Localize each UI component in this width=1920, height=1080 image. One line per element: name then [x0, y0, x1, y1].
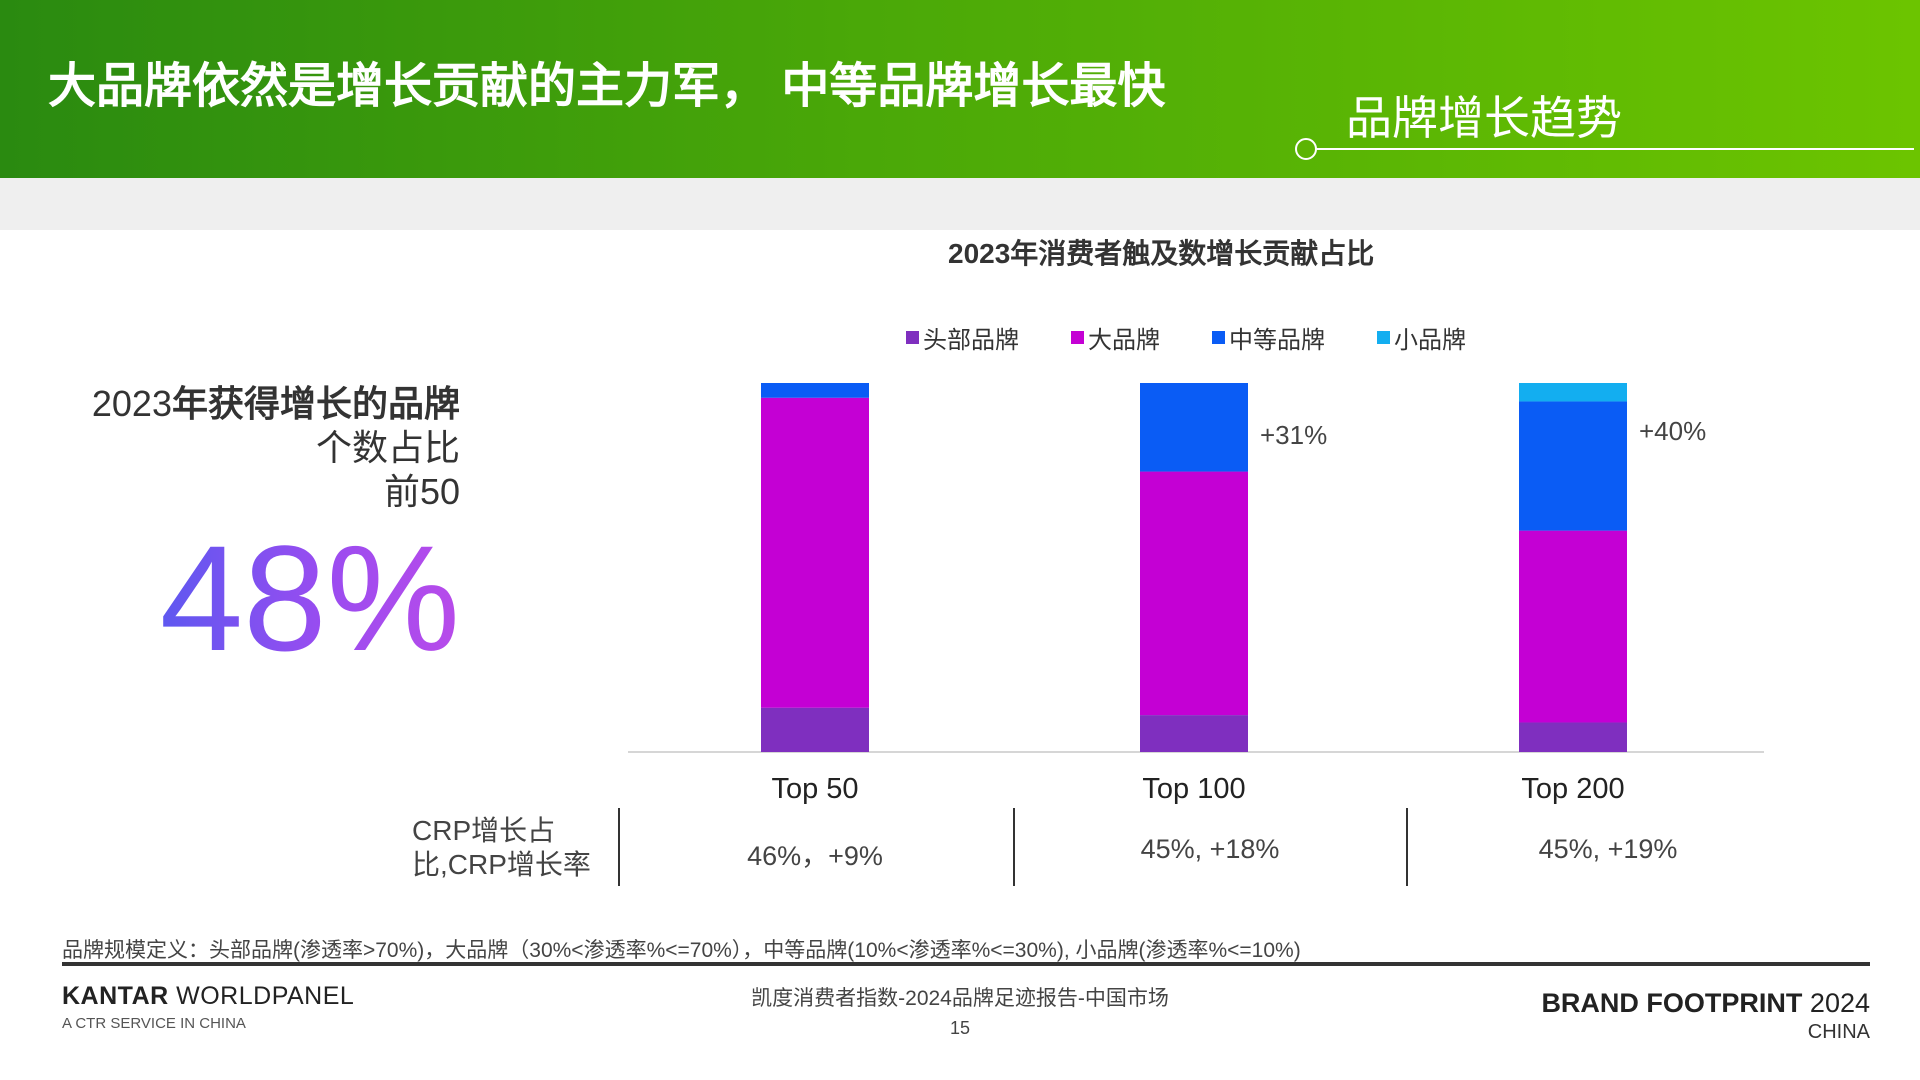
- kantar-logo-bold: KANTAR: [62, 982, 169, 1010]
- annotation-label-1: +31%: [1260, 420, 1327, 450]
- bar-1-series-2: [1140, 383, 1248, 472]
- chart-legend: 头部品牌 大品牌 中等品牌 小品牌: [906, 320, 1466, 355]
- brand-footprint-year: 2024: [1802, 988, 1870, 1018]
- kantar-logo: KANTAR WORLDPANEL A CTR SERVICE IN CHINA: [62, 982, 354, 1032]
- footer-center: 凯度消费者指数-2024品牌足迹报告-中国市场 15: [751, 982, 1169, 1039]
- brand-footprint-bold: BRAND FOOTPRINT: [1541, 988, 1803, 1018]
- category-label-1: Top 100: [1142, 773, 1245, 805]
- bar-0-series-1: [761, 397, 869, 708]
- legend-label-2: 中等品牌: [1229, 327, 1325, 354]
- brand-footprint-sub: CHINA: [1807, 1021, 1870, 1043]
- crp-value-top100: 45%, +18%: [1140, 834, 1280, 864]
- bar-1-series-0: [1140, 715, 1248, 752]
- bar-2-series-0: [1519, 722, 1627, 752]
- bar-2-series-2: [1519, 401, 1627, 531]
- category-label-0: Top 50: [771, 773, 858, 805]
- crp-divider-1: [618, 808, 620, 886]
- crp-label: CRP增长占比,CRP增长率: [412, 815, 591, 880]
- legend-swatch-2: [1212, 331, 1225, 344]
- legend-swatch-0: [906, 331, 919, 344]
- bar-0-series-2: [761, 383, 869, 398]
- legend-label-3: 小品牌: [1394, 327, 1466, 354]
- left-heading-line3: 前50: [383, 471, 460, 512]
- left-heading: 2023年获得增长的品牌 个数占比 前50: [92, 382, 460, 514]
- legend-swatch-1: [1071, 331, 1084, 344]
- report-name: 凯度消费者指数-2024品牌足迹报告-中国市场: [751, 987, 1169, 1010]
- kantar-logo-rest: WORLDPANEL: [168, 982, 355, 1010]
- annotation-label-2: +40%: [1639, 416, 1706, 446]
- bar-2-series-3: [1519, 383, 1627, 402]
- legend-swatch-3: [1377, 331, 1390, 344]
- subheader-band: [0, 178, 1920, 230]
- section-underline: [1306, 148, 1914, 150]
- bar-1-series-1: [1140, 471, 1248, 716]
- header-banner: 大品牌依然是增长贡献的主力军， 中等品牌增长最快 品牌增长趋势: [0, 0, 1920, 178]
- big-percentage: 48%: [159, 514, 460, 682]
- crp-value-top200: 45%, +19%: [1538, 834, 1678, 864]
- left-heading-line2: 个数占比: [315, 427, 460, 468]
- legend-item-1: 大品牌: [1071, 320, 1160, 355]
- page-title: 大品牌依然是增长贡献的主力军， 中等品牌增长最快: [48, 60, 1166, 113]
- footer-rule: [62, 962, 1870, 966]
- left-heading-line1: 2023年获得增长的品牌: [92, 382, 460, 426]
- legend-label-1: 大品牌: [1088, 327, 1160, 354]
- crp-divider-3: [1406, 808, 1408, 886]
- category-label-2: Top 200: [1521, 773, 1624, 805]
- legend-label-0: 头部品牌: [923, 327, 1019, 354]
- crp-divider-2: [1013, 808, 1015, 886]
- legend-item-2: 中等品牌: [1212, 320, 1325, 355]
- brand-footprint-logo: BRAND FOOTPRINT 2024 CHINA: [1541, 988, 1870, 1044]
- bar-2-series-1: [1519, 530, 1627, 723]
- left-heading-year: 2023: [91, 383, 172, 424]
- page-number: 15: [949, 1018, 971, 1038]
- section-label: 品牌增长趋势: [1346, 92, 1622, 144]
- kantar-logo-sub: A CTR SERVICE IN CHINA: [62, 1015, 246, 1032]
- footnote: 品牌规模定义：头部品牌(渗透率>70%)，大品牌（30%<渗透率%<=70%），…: [62, 939, 1301, 962]
- left-heading-bold: 年获得增长的品牌: [171, 383, 460, 424]
- legend-item-3: 小品牌: [1377, 320, 1466, 355]
- chart-title: 2023年消费者触及数增长贡献占比: [948, 238, 1375, 269]
- crp-value-top50: 46%，+9%: [747, 841, 883, 871]
- bar-0-series-0: [761, 707, 869, 752]
- section-dot-icon: [1295, 138, 1317, 160]
- legend-item-0: 头部品牌: [906, 320, 1019, 355]
